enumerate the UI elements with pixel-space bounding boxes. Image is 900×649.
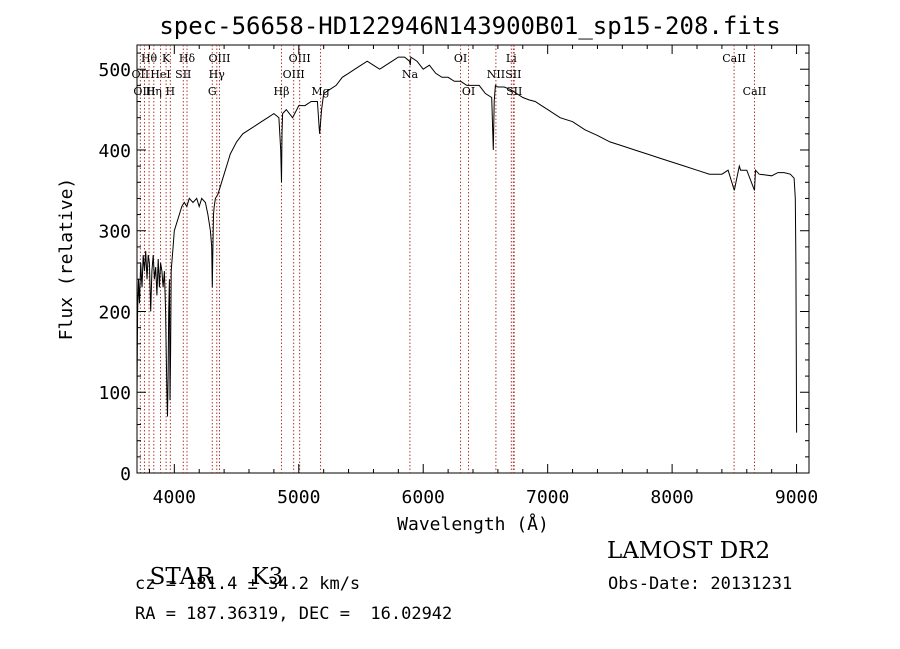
line-marker-label-17: Hη: [146, 85, 162, 98]
line-marker-label-22: OI: [462, 85, 475, 98]
line-marker-label-7: CaII: [722, 52, 746, 65]
line-marker-label-11: Hγ: [209, 68, 226, 81]
line-marker-label-8: OII: [132, 68, 150, 81]
x-tick-label-5: 9000: [775, 487, 818, 508]
plot-frame: [136, 44, 810, 474]
y-tick-label-4: 400: [98, 141, 131, 162]
chart-title: spec-56658-HD122946N143900B01_sp15-208.f…: [159, 12, 780, 40]
line-marker-label-13: Na: [402, 68, 419, 81]
y-axis-label: Flux (relative): [56, 178, 77, 341]
spectrum-line: [136, 56, 798, 433]
line-marker-label-5: OI: [454, 52, 467, 65]
x-axis-ticks: 4000 5000 6000 7000 8000 9000: [148, 45, 818, 508]
y-tick-label-0: 0: [120, 464, 131, 485]
y-tick-label-3: 300: [98, 222, 131, 243]
line-marker-label-3: OIII: [208, 52, 230, 65]
line-marker-label-16: OIII: [133, 85, 155, 98]
line-marker-label-19: G: [208, 85, 217, 98]
line-marker-label-2: Hδ: [179, 52, 196, 65]
obs-date-label: Obs-Date: 20131231: [608, 574, 793, 594]
line-marker-label-24: CaII: [743, 85, 767, 98]
cz-label: cz = 181.4 ± 34.2 km/s: [135, 574, 361, 594]
line-markers: [139, 45, 755, 473]
line-marker-label-4: OIII: [289, 52, 311, 65]
line-marker-label-20: Hβ: [274, 85, 290, 98]
radec-label: RA = 187.36319, DEC = 16.02942: [135, 604, 453, 624]
x-tick-label-4: 8000: [650, 487, 693, 508]
x-axis-label: Wavelength (Å): [397, 513, 549, 535]
line-marker-labels: Hθ K Hδ OIII OIII OI Li CaII OII HeI SII Hγ OIII Na NI…: [132, 52, 767, 98]
line-marker-label-15: SII: [505, 68, 521, 81]
y-tick-label-5: 500: [98, 60, 131, 81]
line-marker-label-6: Li: [506, 52, 517, 65]
survey-label: LAMOST DR2: [607, 538, 771, 564]
x-tick-label-1: 5000: [277, 487, 320, 508]
line-marker-label-9: HeI: [150, 68, 170, 81]
x-tick-label-0: 4000: [153, 487, 196, 508]
x-tick-label-3: 7000: [526, 487, 569, 508]
line-marker-label-1: K: [162, 52, 171, 65]
y-tick-label-1: 100: [98, 383, 131, 404]
line-marker-label-0: Hθ: [141, 52, 158, 65]
class-label: STAR: [149, 564, 214, 590]
line-marker-label-18: H: [166, 85, 176, 98]
line-marker-label-14: NII: [487, 68, 505, 81]
line-marker-label-21: Mg: [311, 85, 329, 98]
object-class: STAR K3: [135, 538, 284, 590]
y-tick-label-2: 200: [98, 302, 131, 323]
x-tick-label-2: 6000: [402, 487, 445, 508]
line-marker-label-10: SII: [175, 68, 191, 81]
line-marker-label-12: OIII: [283, 68, 305, 81]
subclass-label: K3: [251, 564, 284, 590]
y-axis-ticks: 0 100 200 300 400 500: [98, 52, 809, 485]
